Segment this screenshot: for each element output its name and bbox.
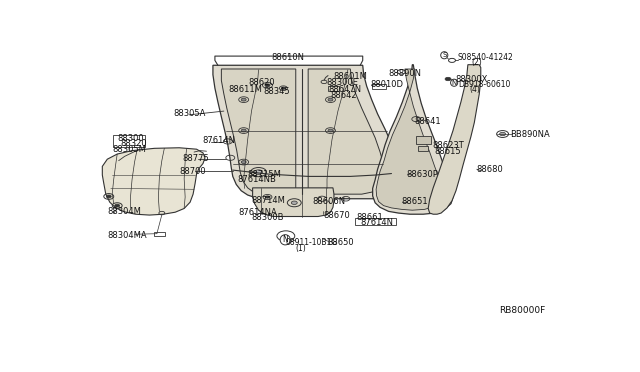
Text: 88010D: 88010D <box>370 80 403 89</box>
Text: 88715M: 88715M <box>248 170 282 179</box>
Text: 88611M: 88611M <box>229 84 262 93</box>
Text: 88320: 88320 <box>121 139 147 148</box>
Text: 88606N: 88606N <box>312 197 345 206</box>
Text: 88651: 88651 <box>401 197 428 206</box>
Circle shape <box>241 129 246 132</box>
Text: N: N <box>451 80 457 86</box>
Polygon shape <box>376 69 445 210</box>
Text: 88304MA: 88304MA <box>108 231 147 240</box>
Text: 88650: 88650 <box>327 238 354 247</box>
Polygon shape <box>428 65 481 214</box>
Text: 88647N: 88647N <box>328 84 361 93</box>
Polygon shape <box>372 65 453 214</box>
Polygon shape <box>221 69 296 194</box>
Text: 88714M: 88714M <box>251 196 285 205</box>
Text: 88305M: 88305M <box>112 145 146 154</box>
Circle shape <box>115 204 120 207</box>
Text: (1): (1) <box>296 244 307 253</box>
Text: 88890N: 88890N <box>388 69 422 78</box>
Text: 88610N: 88610N <box>272 53 305 62</box>
Text: 88642: 88642 <box>330 91 357 100</box>
Polygon shape <box>102 148 205 215</box>
Text: 88623T: 88623T <box>432 141 464 150</box>
Circle shape <box>265 84 270 87</box>
FancyBboxPatch shape <box>416 136 431 144</box>
Text: RB80000F: RB80000F <box>499 306 545 315</box>
Text: 88601M: 88601M <box>333 72 367 81</box>
Text: 87614N: 87614N <box>360 218 393 227</box>
Text: S: S <box>442 52 447 58</box>
Polygon shape <box>308 69 385 194</box>
Text: 88661: 88661 <box>356 212 383 222</box>
Circle shape <box>291 201 297 205</box>
Text: 88300B: 88300B <box>251 214 284 222</box>
Text: 88615: 88615 <box>435 147 461 156</box>
Text: 88775: 88775 <box>182 154 209 163</box>
Text: 88300X: 88300X <box>455 74 487 83</box>
Text: DB918-60610: DB918-60610 <box>458 80 510 89</box>
Text: 88620: 88620 <box>249 78 275 87</box>
Text: 08911-10B1G: 08911-10B1G <box>286 238 338 247</box>
Circle shape <box>241 161 246 164</box>
Text: 88641: 88641 <box>415 118 442 126</box>
Circle shape <box>328 98 333 101</box>
Circle shape <box>500 132 506 136</box>
Polygon shape <box>213 65 401 199</box>
Circle shape <box>255 170 262 174</box>
Circle shape <box>266 196 269 198</box>
Circle shape <box>328 129 333 132</box>
Text: BB890NA: BB890NA <box>511 129 550 138</box>
Text: S08540-41242: S08540-41242 <box>458 53 514 62</box>
Circle shape <box>282 87 285 89</box>
Text: 88305A: 88305A <box>173 109 205 118</box>
Text: 87614NB: 87614NB <box>237 175 276 185</box>
Text: 88300: 88300 <box>117 134 144 143</box>
Text: 88345: 88345 <box>264 87 290 96</box>
Text: 87614N: 87614N <box>202 136 236 145</box>
Text: 88630P: 88630P <box>406 170 438 179</box>
Text: (2): (2) <box>472 58 483 67</box>
Text: 88304M: 88304M <box>108 207 141 216</box>
Text: 88670: 88670 <box>323 211 350 219</box>
Circle shape <box>106 195 111 198</box>
Circle shape <box>445 77 451 81</box>
Text: N: N <box>282 235 288 244</box>
Text: 88300E: 88300E <box>326 78 358 87</box>
Text: 88700: 88700 <box>179 167 206 176</box>
Circle shape <box>241 98 246 101</box>
FancyBboxPatch shape <box>418 146 428 151</box>
Polygon shape <box>253 188 334 217</box>
Text: (4): (4) <box>469 85 480 94</box>
Text: 87614NA: 87614NA <box>239 208 278 217</box>
Text: 88680: 88680 <box>477 165 504 174</box>
